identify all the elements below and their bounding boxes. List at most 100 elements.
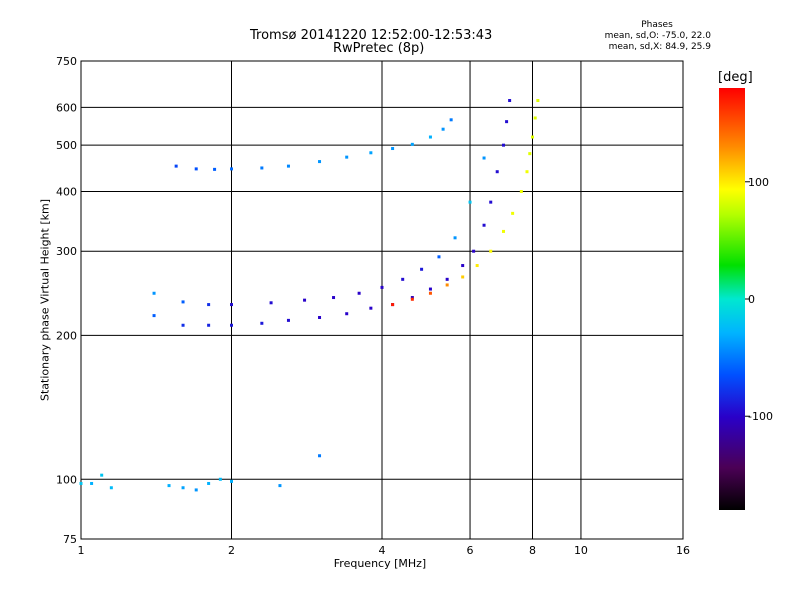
data-point	[230, 303, 233, 307]
data-points	[79, 99, 540, 492]
data-point	[482, 223, 486, 227]
x-tick-label: 1	[78, 544, 85, 557]
data-point	[528, 152, 532, 156]
data-point	[533, 116, 537, 120]
data-point	[174, 164, 178, 168]
data-point	[181, 323, 185, 327]
data-point	[495, 170, 499, 174]
data-point	[318, 315, 322, 319]
data-point	[489, 249, 493, 253]
data-point	[286, 164, 290, 168]
data-point	[109, 486, 113, 490]
data-point	[260, 321, 264, 325]
colorbar	[719, 88, 745, 510]
data-point	[357, 291, 361, 295]
data-point	[391, 147, 395, 151]
y-tick-label: 400	[56, 185, 77, 198]
data-point	[269, 301, 273, 305]
colorbar-ticks: 100 0 -100	[745, 176, 773, 423]
data-point	[508, 99, 512, 103]
data-point	[207, 323, 211, 327]
data-point	[489, 200, 493, 204]
data-point	[453, 236, 457, 240]
x-tick-label: 6	[467, 544, 474, 557]
gridlines	[81, 61, 683, 539]
data-point	[345, 155, 349, 159]
data-point	[468, 200, 472, 204]
y-tick-label: 500	[56, 139, 77, 152]
y-tick-label: 750	[56, 55, 77, 68]
data-point	[230, 167, 233, 171]
data-point	[536, 99, 540, 103]
data-point	[475, 264, 479, 268]
y-tick-label: 100	[56, 473, 77, 486]
colorbar-tick-label: -100	[748, 410, 773, 423]
legend-title: Phases	[641, 20, 673, 30]
data-point	[472, 249, 476, 253]
data-point	[410, 297, 414, 301]
data-point	[428, 135, 432, 139]
data-point	[428, 291, 432, 295]
data-point	[100, 473, 104, 477]
data-point	[445, 277, 449, 281]
data-point	[213, 167, 217, 171]
data-point	[531, 135, 534, 139]
x-tick-label: 10	[574, 544, 588, 557]
data-point	[230, 479, 233, 483]
data-point	[461, 264, 465, 268]
legend-o-stats: mean, sd,O: -75.0, 22.0	[604, 31, 711, 41]
data-point	[167, 484, 171, 488]
data-point	[428, 287, 432, 291]
data-point	[194, 488, 198, 492]
data-point	[380, 285, 384, 289]
y-tick-label: 600	[56, 101, 77, 114]
colorbar-tick-label: 0	[748, 293, 755, 306]
data-point	[437, 255, 441, 259]
x-tick-label: 16	[676, 544, 690, 557]
data-point	[318, 160, 322, 164]
y-tick-label: 200	[56, 329, 77, 342]
y-axis-label: Stationary phase Virtual Height [km]	[38, 198, 52, 402]
data-point	[525, 170, 529, 174]
data-point	[260, 166, 264, 170]
y-tick-label: 75	[63, 533, 77, 546]
data-point	[79, 481, 83, 485]
x-tick-label: 8	[529, 544, 536, 557]
y-tick-label: 300	[56, 245, 77, 258]
chart-title: Tromsø 20141220 12:52:00-12:53:43	[250, 28, 493, 43]
colorbar-tick-label: 100	[748, 176, 769, 189]
data-point	[194, 167, 198, 171]
data-point	[152, 314, 156, 318]
x-tick-label: 2	[228, 544, 235, 557]
data-point	[345, 312, 349, 316]
data-point	[401, 277, 405, 281]
data-point	[369, 306, 373, 310]
data-point	[410, 296, 414, 300]
colorbar-label: [deg]	[718, 70, 753, 85]
x-tick-label: 4	[379, 544, 386, 557]
data-point	[449, 118, 453, 122]
data-point	[482, 156, 486, 160]
data-point	[230, 323, 233, 327]
legend-x-stats: mean, sd,X: 84.9, 25.9	[608, 42, 711, 52]
data-point	[218, 477, 222, 481]
data-point	[420, 267, 424, 271]
data-point	[369, 151, 373, 155]
data-point	[207, 481, 211, 485]
data-point	[505, 120, 509, 124]
data-point	[90, 481, 94, 485]
data-point	[152, 291, 156, 295]
data-point	[511, 211, 515, 215]
data-point	[278, 484, 282, 488]
data-point	[181, 486, 185, 490]
data-point	[207, 303, 211, 307]
data-point	[391, 303, 395, 307]
x-axis-label: Frequency [MHz]	[333, 557, 427, 570]
data-point	[286, 318, 290, 322]
data-point	[502, 143, 506, 147]
data-point	[502, 229, 506, 233]
data-point	[519, 189, 523, 193]
data-point	[445, 283, 449, 287]
chart-subtitle: RwPretec (8p)	[333, 41, 425, 56]
